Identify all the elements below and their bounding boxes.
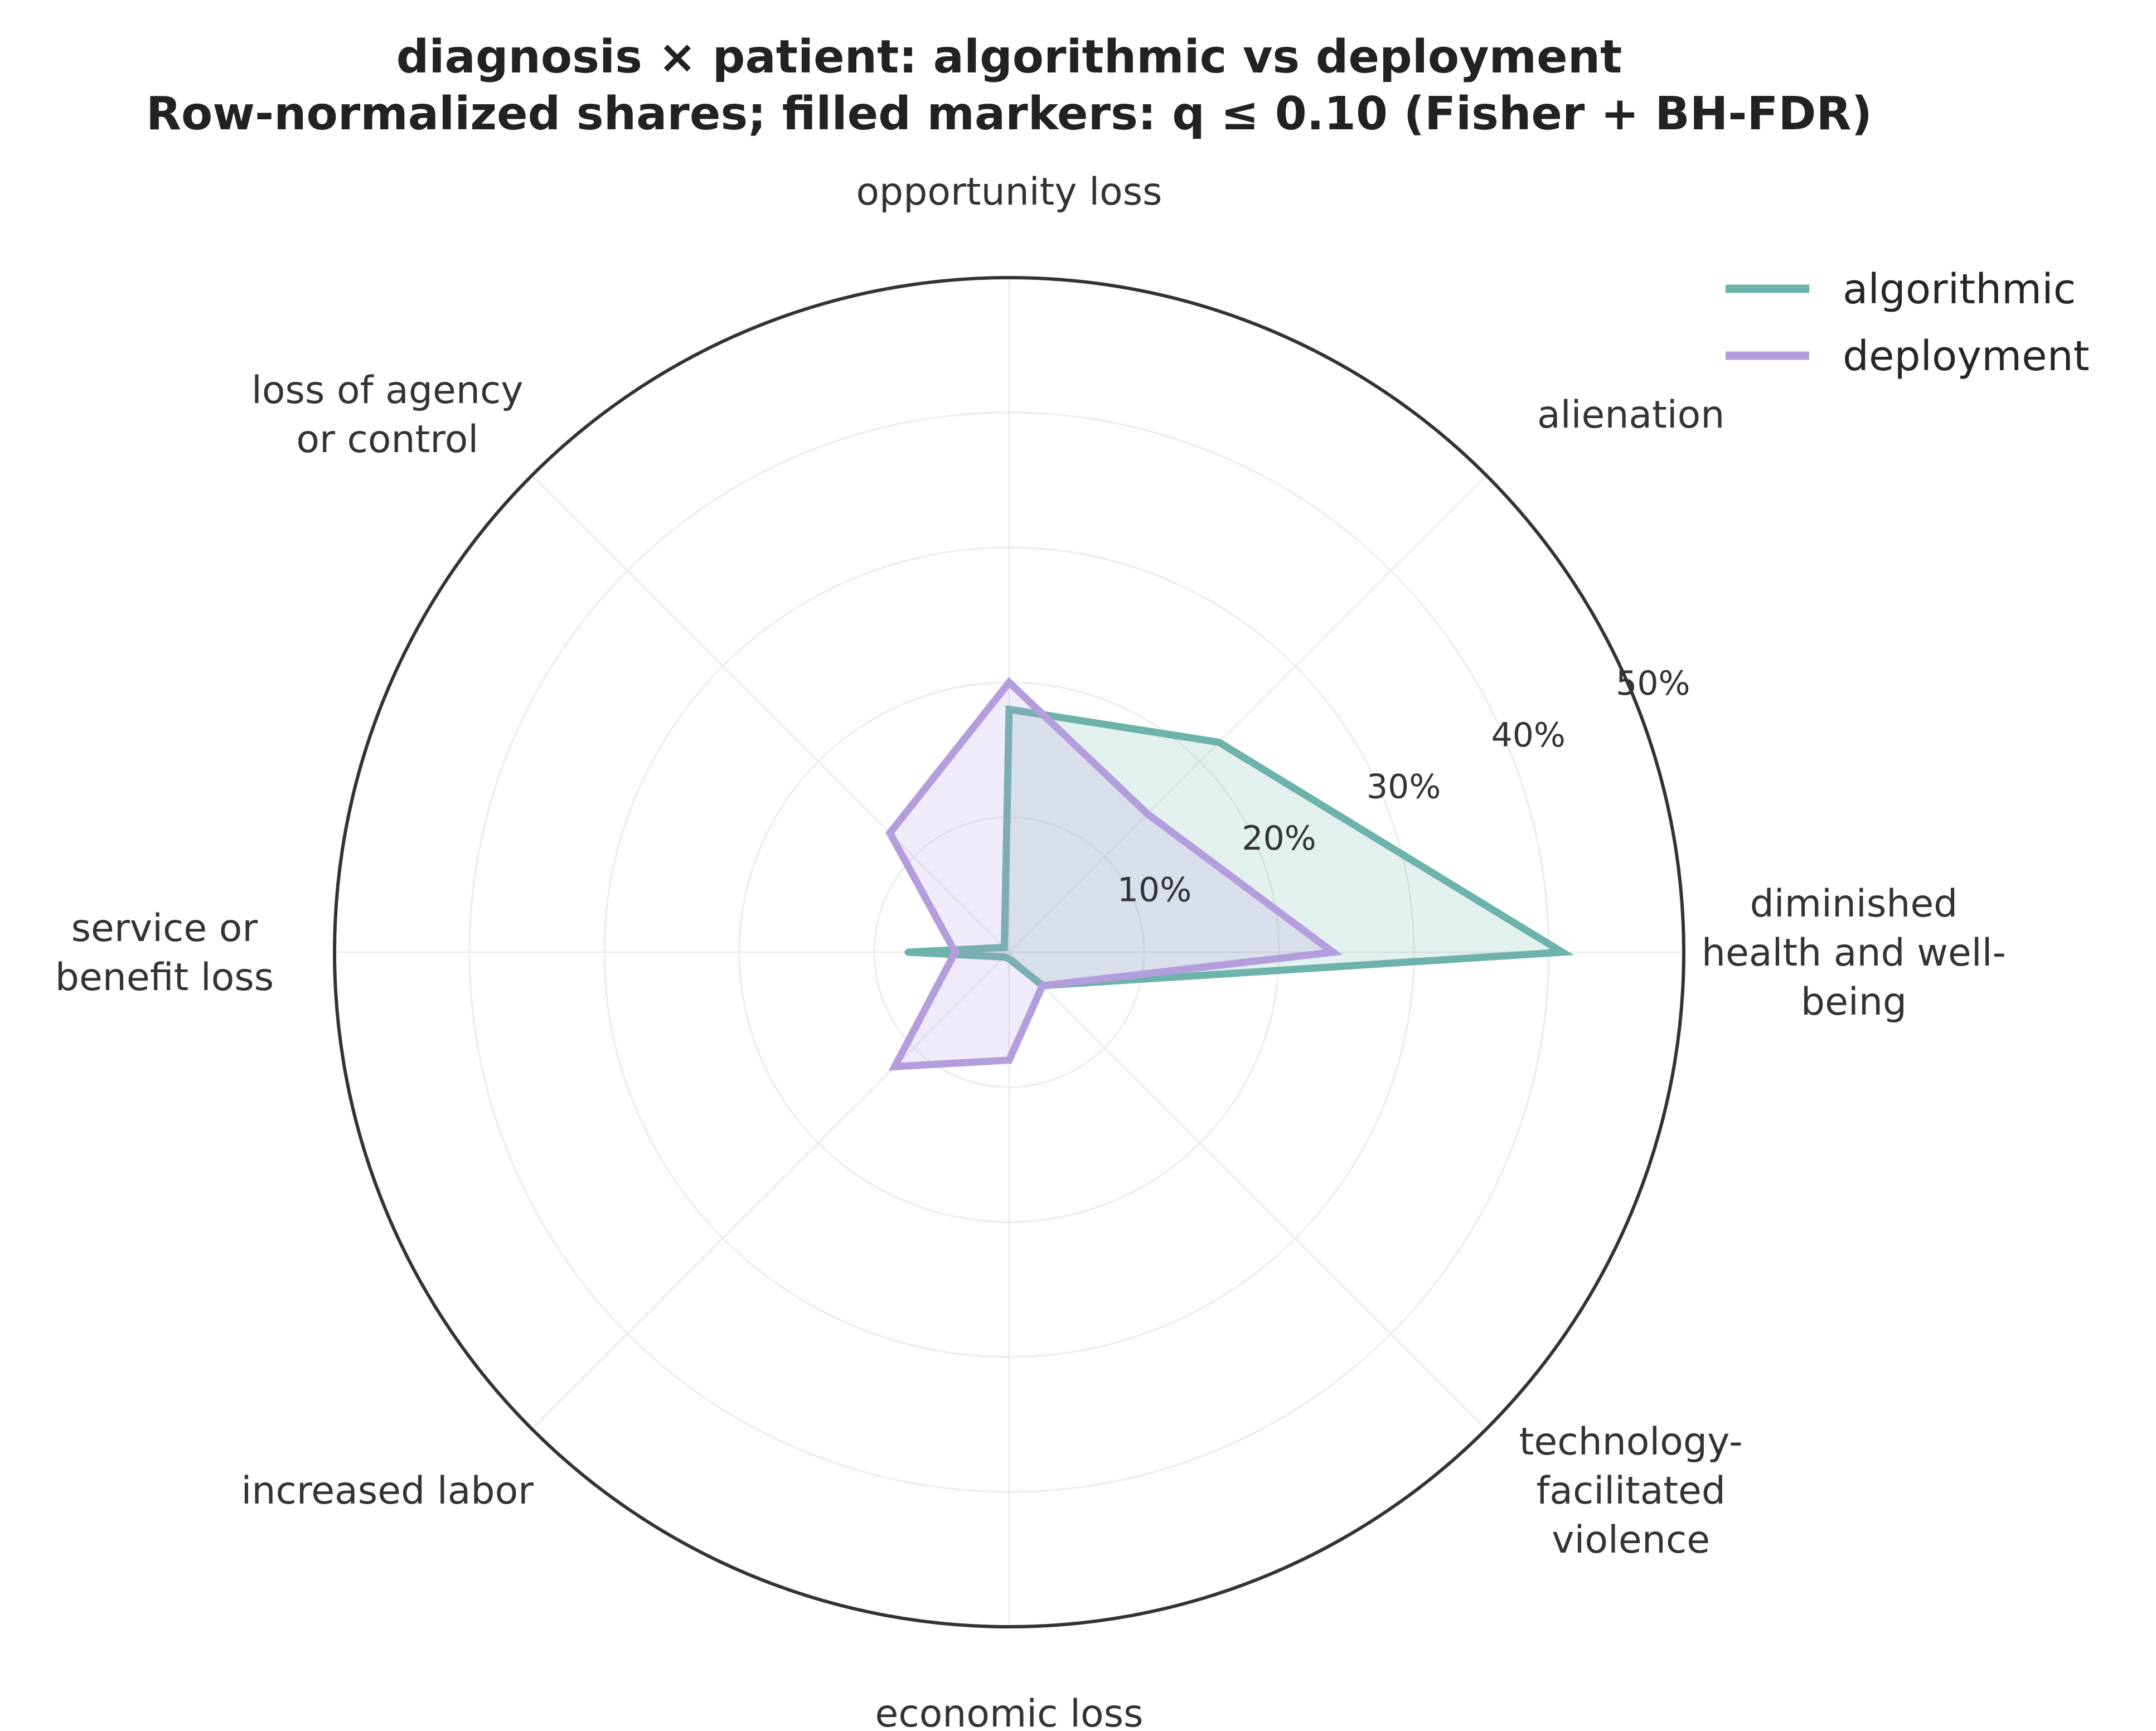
- data-point-deployment-0: [1329, 949, 1336, 956]
- data-point-deployment-1: [1144, 810, 1151, 817]
- data-point-deployment-7: [1039, 982, 1046, 989]
- category-label-5: increased labor: [241, 1469, 534, 1513]
- tick-label-2: 30%: [1367, 767, 1441, 806]
- data-point-deployment-6: [1006, 1056, 1012, 1064]
- category-label-4: service or benefit loss: [55, 906, 274, 1000]
- legend-label-algorithmic: algorithmic: [1843, 265, 2076, 313]
- radar-outer-circle: [333, 276, 1685, 1628]
- data-point-algorithmic-2: [1006, 706, 1012, 713]
- tick-label-3: 40%: [1491, 716, 1566, 755]
- title-line-2: Row-normalized shares; filled markers: q…: [146, 88, 1872, 140]
- data-point-deployment-5: [891, 1063, 898, 1070]
- category-label-6: economic loss: [875, 1692, 1143, 1731]
- grid-spoke-1: [1008, 474, 1487, 953]
- category-labels: diminished health and well-being alienatio…: [55, 170, 2006, 1731]
- category-label-2: opportunity loss: [856, 170, 1162, 214]
- radar-series: [885, 677, 1574, 1071]
- series-fill-algorithmic: [908, 709, 1563, 986]
- category-label-0: diminished health and well-being: [1702, 882, 2006, 1024]
- series-fill-deployment: [890, 682, 1333, 1067]
- radial-tick-labels: 10% 20% 30% 40% 50%: [1117, 664, 1690, 909]
- data-point-algorithmic-4: [904, 949, 912, 956]
- category-label-3: loss of agency or control: [251, 368, 524, 462]
- data-point-deployment-2: [1006, 679, 1012, 686]
- data-point-algorithmic-6: [1006, 956, 1012, 963]
- tick-label-4: 50%: [1616, 664, 1690, 703]
- tick-label-0: 10%: [1117, 871, 1191, 910]
- title-line-1: diagnosis × patient: algorithmic vs depl…: [396, 31, 1622, 84]
- data-point-deployment-3: [886, 830, 894, 837]
- grid-spoke-3: [531, 474, 1010, 953]
- data-point-algorithmic-0: [1559, 949, 1566, 956]
- grid-spoke-7: [1008, 951, 1487, 1430]
- outer-circle: [333, 276, 1685, 1628]
- tick-label-1: 20%: [1242, 819, 1316, 858]
- category-label-1: alienation: [1537, 393, 1724, 437]
- data-point-algorithmic-1: [1215, 739, 1223, 746]
- grid-spoke-5: [531, 951, 1010, 1430]
- chart-title: diagnosis × patient: algorithmic vs depl…: [146, 31, 1872, 140]
- category-label-7: technology-facilitated violence: [1519, 1420, 1743, 1562]
- data-point-deployment-4: [952, 949, 959, 956]
- legend: algorithmic deployment: [1726, 265, 2090, 380]
- data-point-algorithmic-3: [1001, 944, 1008, 951]
- legend-label-deployment: deployment: [1843, 332, 2090, 380]
